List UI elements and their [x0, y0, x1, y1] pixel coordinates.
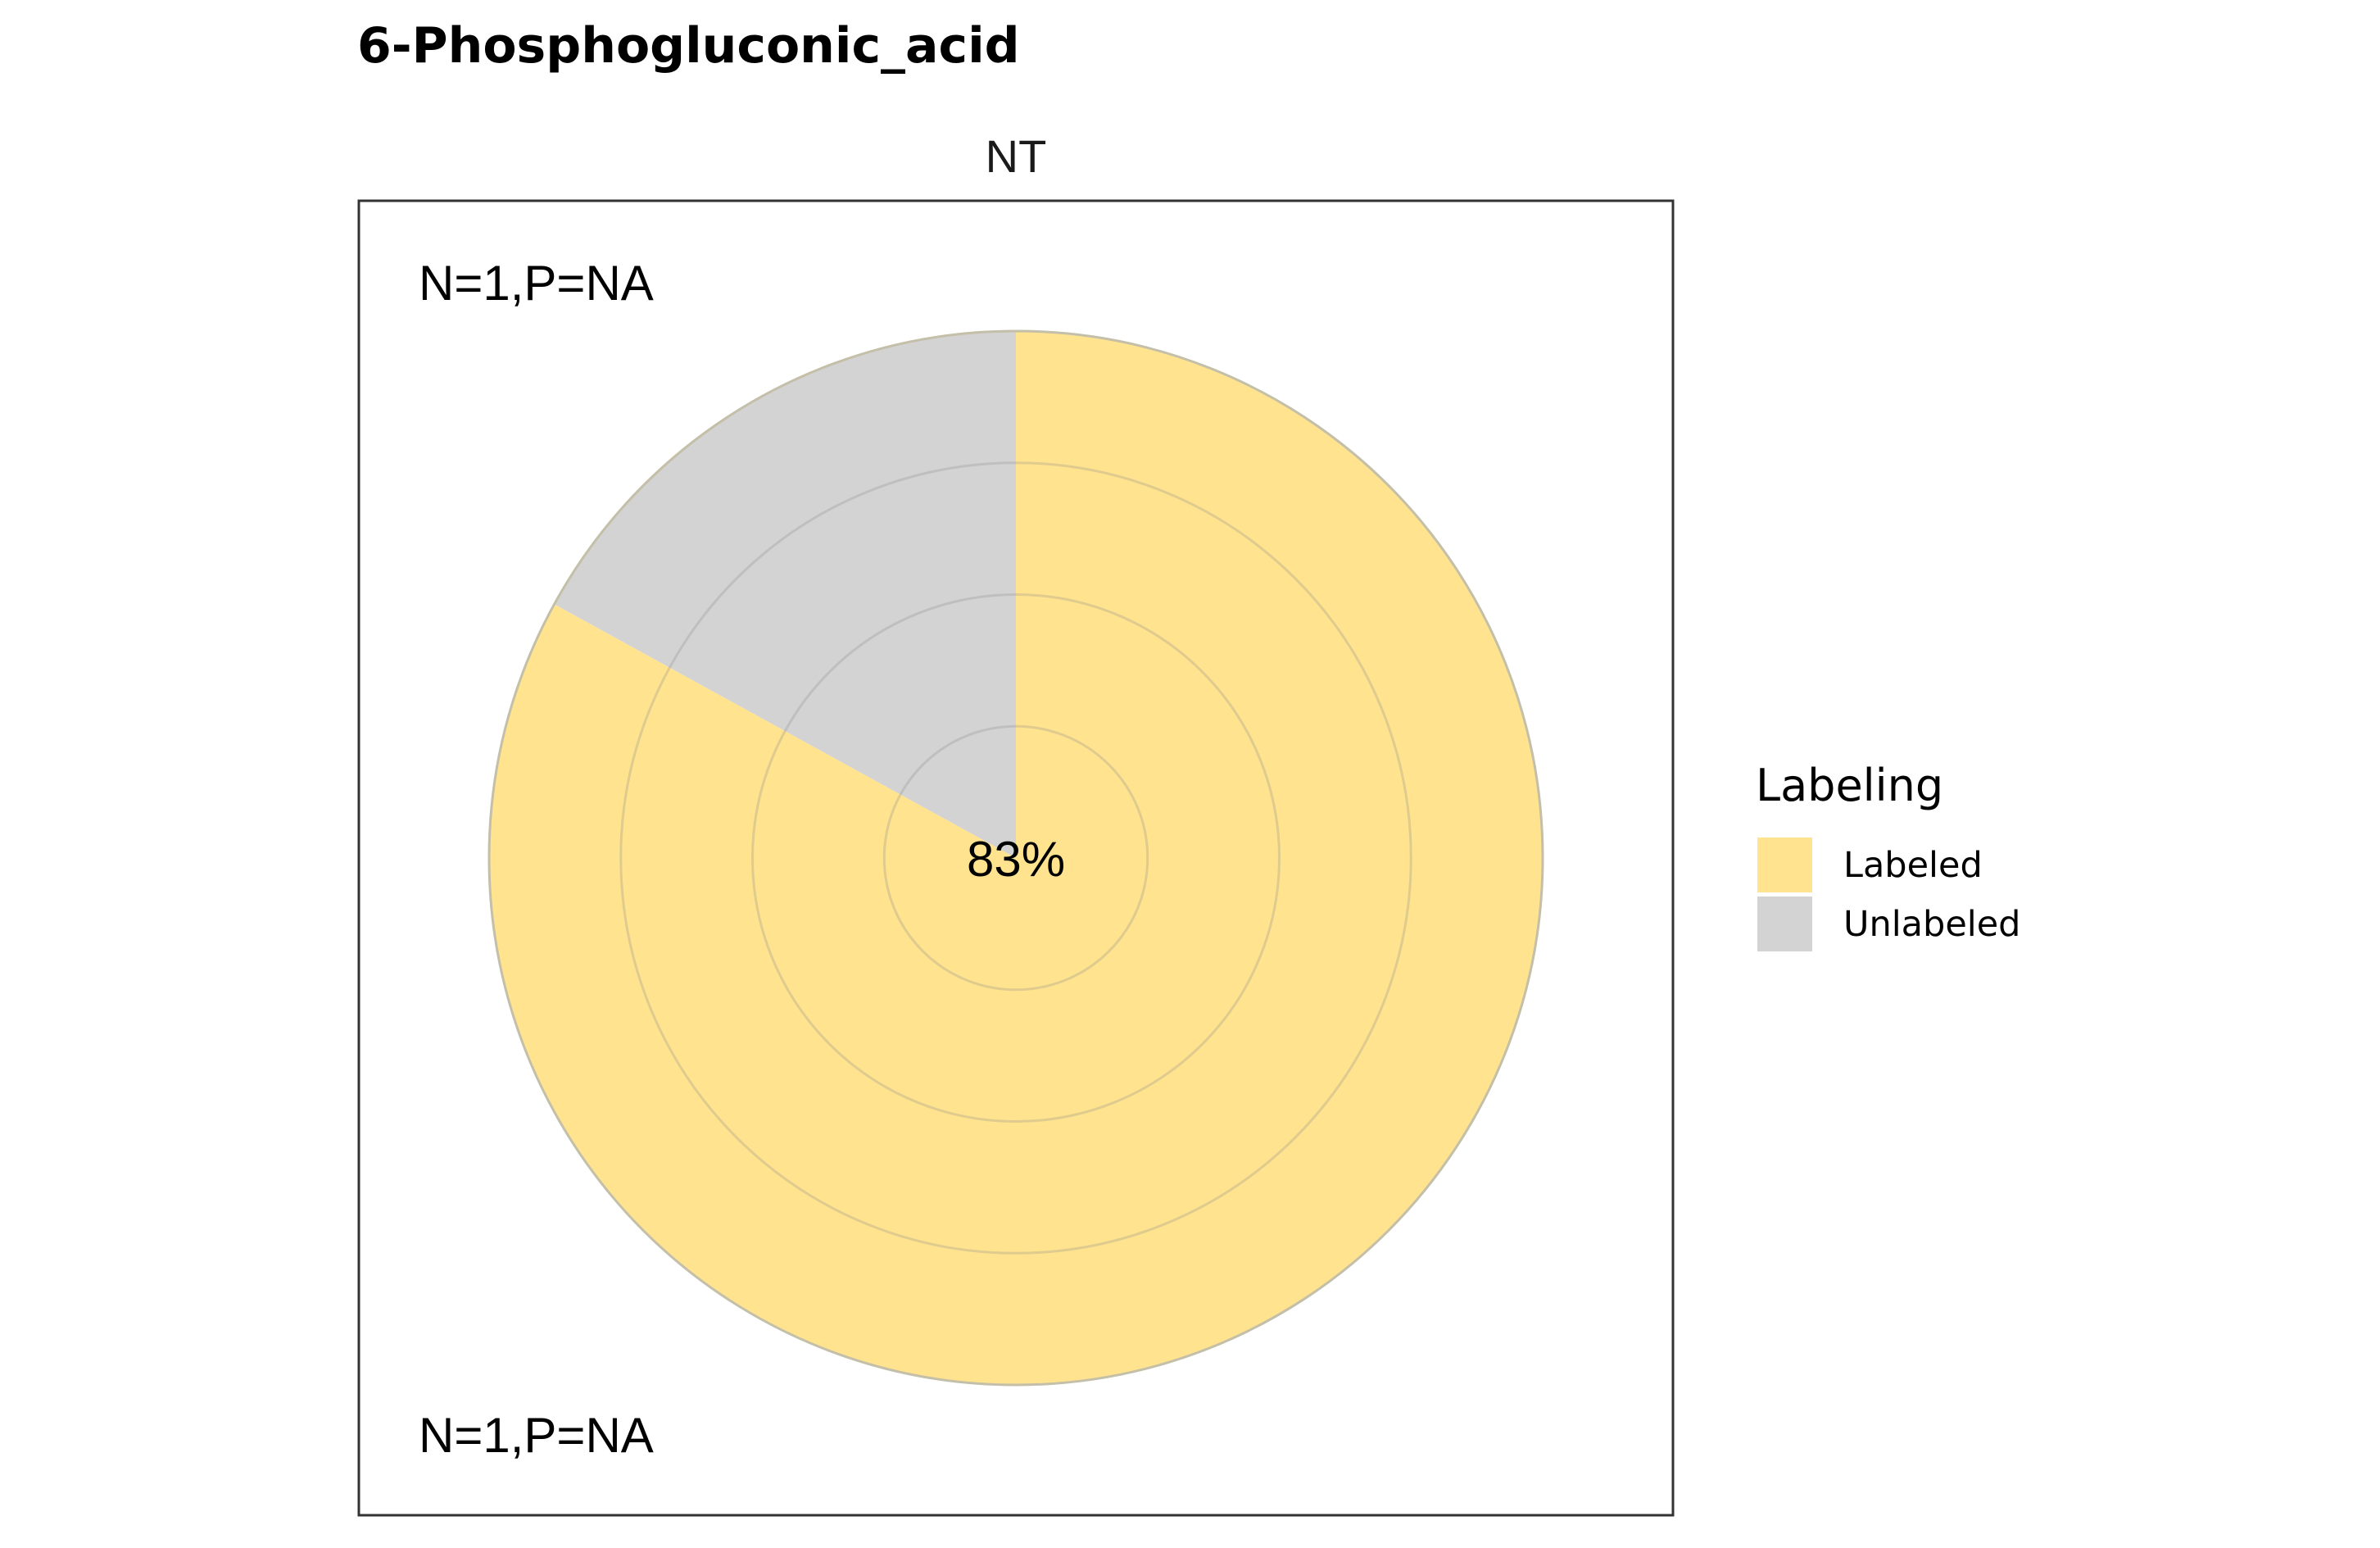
pie-slice-unlabeled [554, 331, 1016, 858]
radial-grid [619, 461, 1412, 1255]
annotation-top: N=1,P=NA [419, 256, 654, 311]
legend-label-labeled: Labeled [1843, 845, 1983, 886]
grid-circle-2 [751, 593, 1281, 1123]
grid-circle-1 [882, 724, 1149, 992]
legend-key-labeled [1757, 838, 1812, 892]
pie-slices [488, 331, 1543, 1386]
legend-key-unlabeled [1757, 897, 1812, 951]
pie-outline [487, 329, 1544, 1387]
annotation-bottom: N=1,P=NA [419, 1408, 654, 1463]
legend-label-unlabeled: Unlabeled [1843, 904, 2020, 945]
facet-label: NT [986, 130, 1047, 182]
chart-title: 6-Phosphogluconic_acid [357, 17, 1020, 75]
legend: Labeling Labeled Unlabeled [1756, 760, 2020, 951]
center-percent-label: 83% [967, 832, 1065, 887]
legend-title: Labeling [1756, 760, 1943, 811]
grid-circle-3 [619, 461, 1412, 1255]
